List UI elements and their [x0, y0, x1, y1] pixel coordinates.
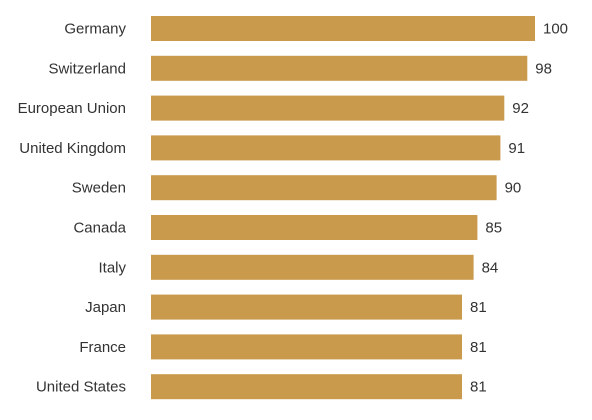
category-label-germany: Germany: [64, 21, 126, 38]
bars-group: [151, 16, 535, 400]
value-label-canada: 85: [485, 220, 502, 237]
value-labels-group: 100 98 92 91 90 85 84 81 81 81: [470, 21, 568, 396]
bar-united-kingdom: [151, 135, 501, 161]
bar-european-union: [151, 95, 505, 121]
value-label-italy: 84: [482, 259, 499, 276]
value-label-switzerland: 98: [535, 60, 552, 77]
value-label-united-kingdom: 91: [508, 140, 525, 157]
category-label-sweden: Sweden: [72, 180, 126, 197]
bar-sweden: [151, 175, 497, 201]
category-label-switzerland: Switzerland: [48, 60, 126, 77]
category-labels-group: Germany Switzerland European Union United K…: [18, 21, 127, 396]
bar-italy: [151, 254, 474, 280]
category-label-european-union: European Union: [18, 100, 126, 117]
bar-canada: [151, 215, 478, 240]
bar-germany: [151, 16, 535, 41]
value-label-japan: 81: [470, 299, 487, 316]
bar-united-states: [151, 374, 462, 400]
category-label-japan: Japan: [85, 299, 126, 316]
value-label-sweden: 90: [505, 180, 522, 197]
value-label-european-union: 92: [512, 100, 529, 117]
category-label-united-kingdom: United Kingdom: [19, 140, 126, 157]
bar-france: [151, 334, 462, 360]
category-label-france: France: [79, 339, 126, 356]
value-label-germany: 100: [543, 21, 568, 38]
category-label-italy: Italy: [98, 259, 126, 276]
value-label-france: 81: [470, 339, 487, 356]
bar-switzerland: [151, 55, 528, 81]
category-label-united-states: United States: [36, 379, 126, 396]
value-label-united-states: 81: [470, 379, 487, 396]
category-label-canada: Canada: [73, 220, 126, 237]
bar-japan: [151, 294, 462, 320]
